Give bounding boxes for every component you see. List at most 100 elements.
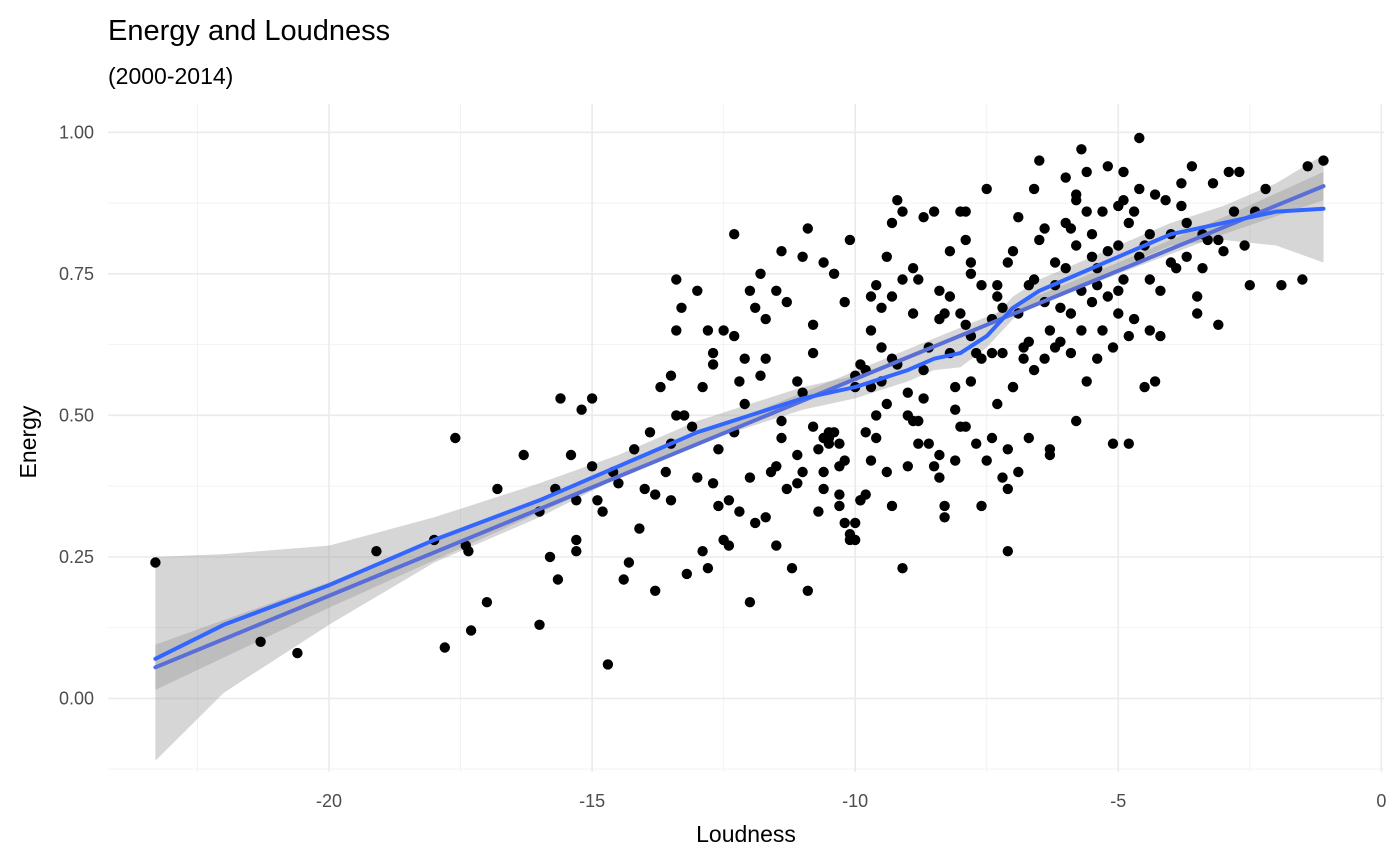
- data-point: [713, 500, 724, 512]
- data-point: [1102, 291, 1114, 302]
- data-point: [1028, 183, 1040, 195]
- data-point: [707, 478, 719, 489]
- y-tick-label: 0.25: [59, 547, 94, 567]
- data-point: [1123, 217, 1135, 229]
- data-point: [1023, 432, 1034, 444]
- data-point: [613, 478, 624, 489]
- data-point: [623, 557, 635, 568]
- data-point: [1081, 166, 1092, 178]
- data-point: [1102, 161, 1114, 172]
- data-point: [692, 472, 703, 483]
- data-point: [1071, 415, 1082, 427]
- data-point: [1123, 330, 1135, 342]
- data-point: [1155, 285, 1166, 296]
- data-point: [713, 444, 724, 455]
- data-point: [1149, 376, 1161, 387]
- data-point: [1228, 206, 1240, 217]
- data-point: [481, 597, 493, 608]
- data-point: [729, 330, 740, 342]
- data-point: [886, 217, 898, 229]
- data-point: [650, 585, 661, 596]
- data-point: [1071, 240, 1082, 251]
- data-point: [534, 619, 545, 630]
- data-point: [807, 421, 819, 432]
- data-point: [792, 376, 803, 387]
- data-point: [871, 410, 882, 421]
- data-point: [839, 296, 850, 308]
- data-point: [1039, 353, 1050, 364]
- data-point: [913, 415, 924, 427]
- data-point: [371, 546, 382, 557]
- data-point: [776, 432, 787, 444]
- data-point: [1023, 280, 1034, 291]
- data-point: [555, 393, 566, 404]
- data-point: [965, 376, 977, 387]
- data-point: [1028, 364, 1040, 376]
- data-point: [828, 427, 840, 438]
- data-point: [934, 449, 945, 461]
- x-tick-label: 0: [1376, 791, 1386, 811]
- data-point: [1055, 336, 1066, 347]
- data-point: [492, 483, 503, 495]
- data-point: [1244, 280, 1256, 291]
- data-point: [586, 461, 598, 472]
- lm-confidence-band: [155, 171, 1324, 690]
- data-point: [771, 540, 782, 551]
- data-point: [1071, 189, 1082, 200]
- data-point: [823, 438, 835, 449]
- data-point: [702, 563, 714, 574]
- data-point: [1165, 257, 1177, 268]
- data-point: [450, 432, 461, 444]
- x-tick-label: -10: [842, 791, 868, 811]
- data-point: [997, 302, 1008, 313]
- data-point: [597, 506, 608, 517]
- data-point: [1002, 257, 1013, 268]
- data-point: [992, 291, 1003, 302]
- data-point: [860, 489, 871, 500]
- data-point: [923, 438, 934, 449]
- data-point: [1081, 376, 1092, 387]
- data-point: [1276, 280, 1287, 291]
- data-point: [818, 257, 829, 268]
- data-point: [671, 274, 682, 285]
- data-point: [960, 319, 971, 330]
- data-point: [834, 438, 845, 449]
- data-point: [671, 325, 682, 336]
- data-point: [1155, 330, 1166, 342]
- data-point: [839, 455, 850, 466]
- data-point: [571, 495, 582, 506]
- y-tick-label: 0.75: [59, 264, 94, 284]
- data-point: [960, 421, 971, 432]
- data-point: [1118, 274, 1129, 285]
- data-point: [671, 410, 682, 421]
- data-point: [292, 647, 303, 659]
- data-point: [886, 500, 898, 512]
- data-point: [1113, 308, 1124, 319]
- data-point: [1060, 263, 1071, 274]
- data-point: [944, 291, 956, 302]
- data-point: [1297, 274, 1308, 285]
- data-point: [760, 353, 771, 364]
- data-point: [976, 280, 987, 291]
- data-point: [913, 438, 924, 449]
- chart-subtitle: (2000-2014): [108, 63, 233, 89]
- data-point: [907, 263, 919, 274]
- data-point: [1002, 483, 1013, 495]
- data-point: [618, 574, 629, 585]
- data-point: [592, 495, 603, 506]
- data-point: [860, 427, 871, 438]
- data-point: [750, 517, 761, 529]
- data-point: [918, 393, 929, 404]
- data-point: [734, 376, 745, 387]
- data-point: [1207, 178, 1219, 189]
- data-point: [723, 540, 735, 551]
- data-point: [1086, 229, 1098, 240]
- data-point: [1192, 308, 1203, 319]
- data-point: [760, 512, 771, 523]
- data-point: [681, 568, 692, 580]
- data-point: [1144, 274, 1156, 285]
- data-point: [928, 461, 940, 472]
- data-point: [1260, 183, 1271, 195]
- data-point: [1107, 342, 1119, 353]
